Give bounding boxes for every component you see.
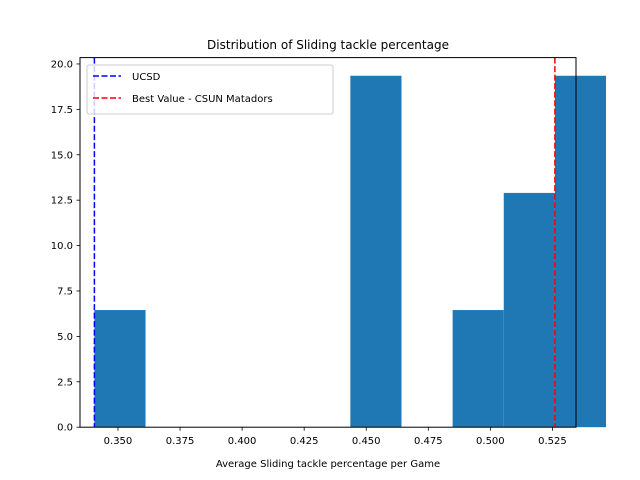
histogram-bar-9 — [554, 75, 607, 428]
y-tick-label-4: 10.0 — [51, 241, 73, 252]
histogram-bar-5 — [350, 75, 402, 428]
legend-label-ucsd: UCSD — [132, 72, 161, 83]
chart-title: Distribution of Sliding tackle percentag… — [207, 38, 449, 52]
histogram-bar-0 — [94, 310, 146, 428]
x-tick-label-4: 0.450 — [352, 436, 381, 447]
x-tick-label-0: 0.350 — [104, 436, 133, 447]
y-tick-label-2: 5.0 — [57, 332, 73, 343]
x-axis-ticks: 0.350 0.375 0.400 0.425 0.450 0.475 0.500 0.525 — [104, 427, 567, 447]
bars-group — [94, 75, 607, 428]
y-tick-label-6: 15.0 — [51, 150, 73, 161]
plot-area-frame — [79, 57, 577, 428]
x-axis-label: Average Sliding tackle percentage per Ga… — [216, 459, 440, 470]
x-tick-label-1: 0.375 — [166, 436, 195, 447]
x-tick-label-5: 0.475 — [414, 436, 443, 447]
y-tick-label-8: 20.0 — [51, 59, 73, 70]
x-tick-label-6: 0.500 — [476, 436, 505, 447]
y-tick-label-7: 17.5 — [51, 105, 73, 116]
histogram-bar-8 — [503, 192, 555, 428]
y-axis-ticks: 0.0 2.5 5.0 7.5 10.0 12.5 15.0 17.5 20.0 — [51, 59, 80, 434]
reference-lines — [93, 57, 556, 428]
x-tick-label-2: 0.400 — [228, 436, 257, 447]
legend-label-best-value: Best Value - CSUN Matadors — [132, 94, 273, 105]
histogram-bar-7 — [452, 310, 504, 428]
legend-box — [86, 64, 334, 115]
x-tick-label-3: 0.425 — [290, 436, 319, 447]
y-tick-label-1: 2.5 — [57, 377, 73, 388]
y-tick-label-5: 12.5 — [51, 196, 73, 207]
legend: UCSD Best Value - CSUN Matadors — [86, 64, 334, 115]
x-tick-label-7: 0.525 — [538, 436, 567, 447]
y-tick-label-3: 7.5 — [57, 286, 73, 297]
y-tick-label-0: 0.0 — [57, 423, 73, 434]
